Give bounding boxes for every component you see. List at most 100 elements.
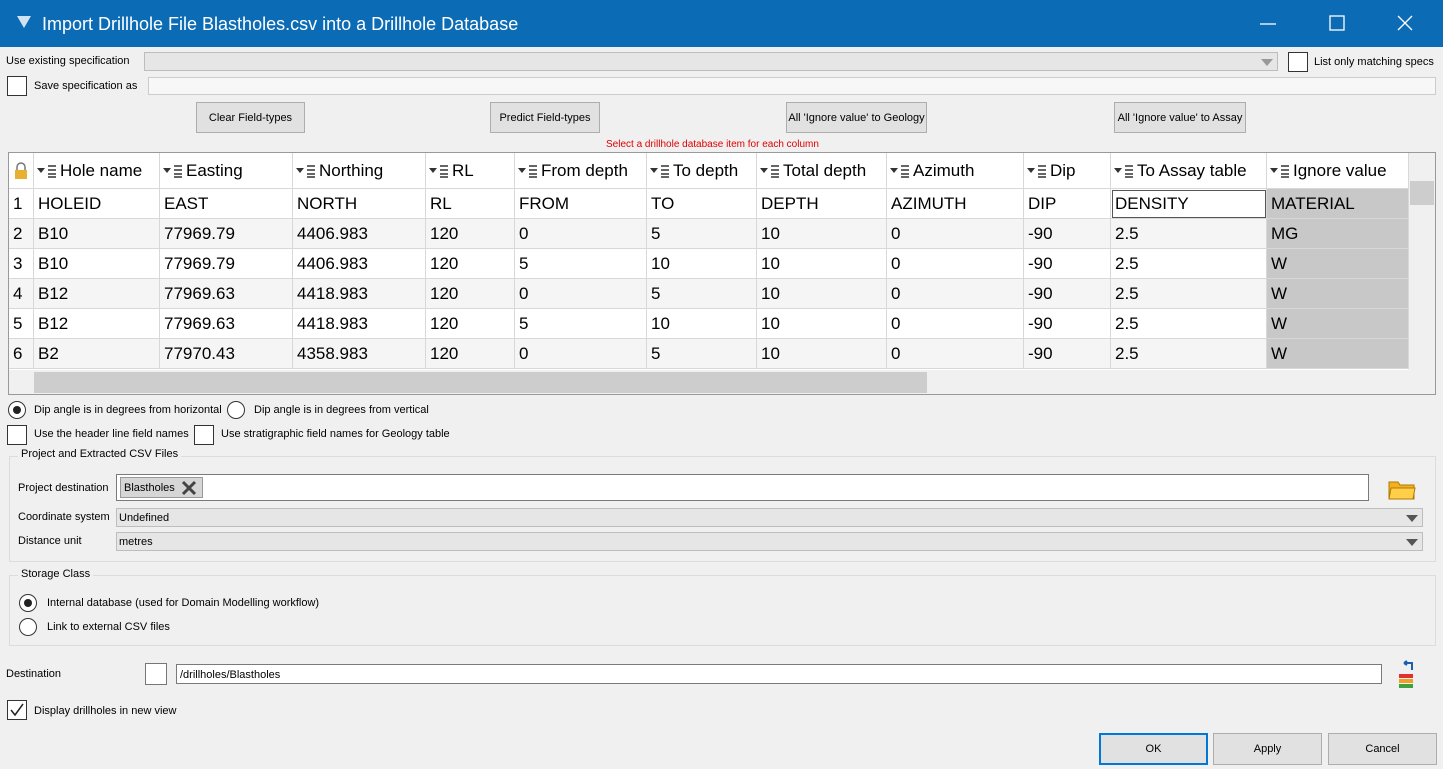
table-cell[interactable]: 77970.43 [160, 339, 293, 369]
table-cell[interactable]: B2 [34, 339, 160, 369]
table-cell[interactable]: 5 [515, 249, 647, 279]
v-scrollbar[interactable] [1408, 153, 1435, 370]
table-cell[interactable]: FROM [515, 189, 647, 219]
column-header[interactable]: Northing [293, 153, 426, 189]
table-cell[interactable]: -90 [1024, 309, 1111, 339]
button[interactable]: Predict Field-types [490, 102, 600, 133]
radio[interactable] [19, 618, 37, 636]
table-cell[interactable]: 4418.983 [293, 309, 426, 339]
checkbox[interactable] [1288, 52, 1308, 72]
spec-name-input[interactable] [148, 77, 1436, 95]
h-scrollbar[interactable] [9, 370, 1435, 394]
table-cell[interactable]: 0 [515, 339, 647, 369]
column-header[interactable]: From depth [515, 153, 647, 189]
table-cell[interactable]: 0 [887, 249, 1024, 279]
table-cell[interactable]: DEPTH [757, 189, 887, 219]
table-cell[interactable]: 5 [647, 339, 757, 369]
project-input[interactable]: Blastholes [116, 474, 1369, 501]
table-cell[interactable]: 0 [887, 279, 1024, 309]
table-cell[interactable]: EAST [160, 189, 293, 219]
table-cell[interactable]: 77969.63 [160, 309, 293, 339]
table-cell[interactable]: TO [647, 189, 757, 219]
table-cell[interactable]: MG [1267, 219, 1409, 249]
table-cell[interactable]: 0 [887, 309, 1024, 339]
table-cell[interactable]: RL [426, 189, 515, 219]
table-cell[interactable]: 5 [647, 219, 757, 249]
table-cell[interactable]: 0 [887, 219, 1024, 249]
tag[interactable]: Blastholes [120, 477, 203, 498]
ok-button[interactable]: OK [1099, 733, 1208, 765]
unit-combo[interactable]: metres [116, 532, 1423, 551]
table-cell[interactable]: -90 [1024, 339, 1111, 369]
window-controls[interactable] [1258, 12, 1438, 36]
table-cell[interactable]: 2.5 [1111, 219, 1267, 249]
table-cell[interactable]: 10 [757, 309, 887, 339]
apply-button[interactable]: Apply [1213, 733, 1322, 765]
checkbox[interactable] [7, 700, 27, 720]
radio[interactable] [8, 401, 26, 419]
column-header[interactable]: Ignore value [1267, 153, 1409, 189]
table-cell[interactable]: 120 [426, 219, 515, 249]
table-cell[interactable]: -90 [1024, 249, 1111, 279]
column-header[interactable]: Easting [160, 153, 293, 189]
table-cell[interactable]: W [1267, 339, 1409, 369]
table-cell[interactable]: 120 [426, 309, 515, 339]
column-header[interactable]: Total depth [757, 153, 887, 189]
table-cell[interactable]: 0 [515, 279, 647, 309]
database-icon[interactable] [1398, 660, 1426, 690]
table-cell[interactable]: B10 [34, 219, 160, 249]
table-cell[interactable]: 2.5 [1111, 309, 1267, 339]
table-cell[interactable]: -90 [1024, 219, 1111, 249]
spec-combo[interactable] [144, 52, 1278, 71]
table-cell[interactable]: W [1267, 279, 1409, 309]
button[interactable]: Clear Field-types [196, 102, 305, 133]
radio[interactable] [227, 401, 245, 419]
column-header[interactable]: Hole name [34, 153, 160, 189]
table-cell[interactable]: 10 [757, 249, 887, 279]
table-cell[interactable]: MATERIAL [1267, 189, 1409, 219]
column-header[interactable]: To depth [647, 153, 757, 189]
table-cell[interactable]: 4358.983 [293, 339, 426, 369]
button[interactable]: All 'Ignore value' to Geology [786, 102, 927, 133]
table-cell[interactable]: 4418.983 [293, 279, 426, 309]
table-cell[interactable]: 2.5 [1111, 249, 1267, 279]
column-header[interactable]: RL [426, 153, 515, 189]
table-cell[interactable]: 77969.79 [160, 249, 293, 279]
checkbox[interactable] [7, 425, 27, 445]
checkbox[interactable] [145, 663, 167, 685]
table-cell[interactable]: -90 [1024, 279, 1111, 309]
table-cell[interactable]: B10 [34, 249, 160, 279]
table-cell[interactable]: 5 [647, 279, 757, 309]
table-cell[interactable]: AZIMUTH [887, 189, 1024, 219]
table-cell[interactable]: B12 [34, 279, 160, 309]
table-cell[interactable]: 5 [515, 309, 647, 339]
table-cell[interactable]: 120 [426, 279, 515, 309]
coordinate-combo[interactable]: Undefined [116, 508, 1423, 527]
table-cell[interactable]: 4406.983 [293, 249, 426, 279]
folder-icon[interactable] [1388, 478, 1416, 500]
table-cell[interactable]: HOLEID [34, 189, 160, 219]
destination-input[interactable]: /drillholes/Blastholes [176, 664, 1382, 684]
table-cell[interactable]: B12 [34, 309, 160, 339]
table-cell[interactable]: 2.5 [1111, 339, 1267, 369]
table-cell[interactable]: 10 [757, 339, 887, 369]
button[interactable]: All 'Ignore value' to Assay [1114, 102, 1246, 133]
cancel-button[interactable]: Cancel [1328, 733, 1437, 765]
checkbox[interactable] [7, 76, 27, 96]
table-cell[interactable]: 0 [515, 219, 647, 249]
table-cell[interactable]: 10 [647, 309, 757, 339]
table-cell[interactable]: 4406.983 [293, 219, 426, 249]
column-header[interactable]: Azimuth [887, 153, 1024, 189]
table-cell[interactable]: DENSITY [1111, 189, 1267, 219]
table-cell[interactable]: 10 [647, 249, 757, 279]
table-cell[interactable]: 120 [426, 339, 515, 369]
table-cell[interactable]: W [1267, 249, 1409, 279]
table-cell[interactable]: 77969.63 [160, 279, 293, 309]
table-cell[interactable]: NORTH [293, 189, 426, 219]
checkbox[interactable] [194, 425, 214, 445]
table-cell[interactable]: 10 [757, 279, 887, 309]
table-cell[interactable]: DIP [1024, 189, 1111, 219]
table-cell[interactable]: 2.5 [1111, 279, 1267, 309]
table-cell[interactable]: 0 [887, 339, 1024, 369]
table-cell[interactable]: 120 [426, 249, 515, 279]
